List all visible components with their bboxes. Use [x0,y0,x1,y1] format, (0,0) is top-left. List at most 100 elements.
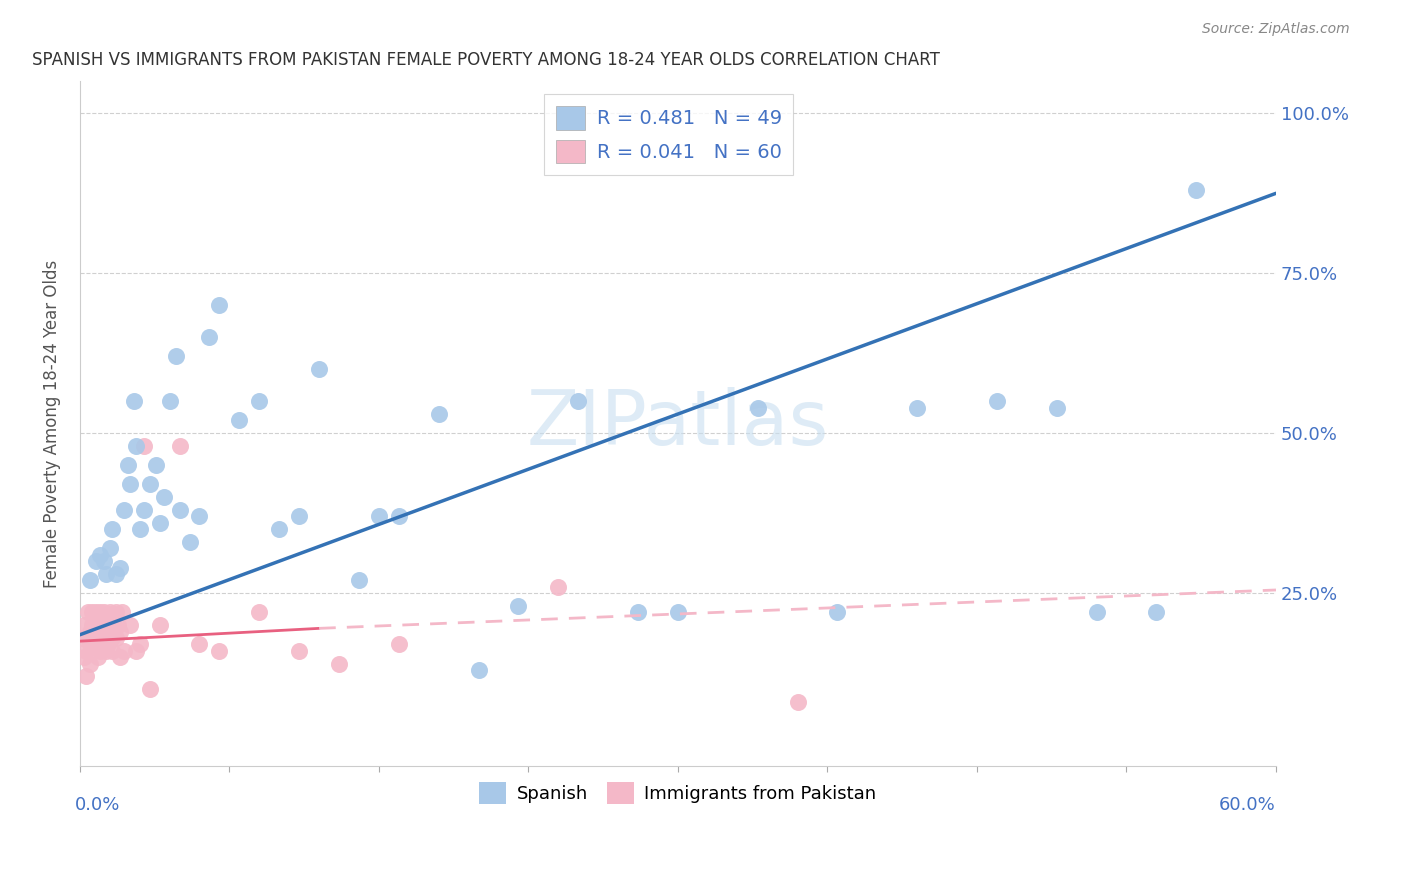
Point [132,439,155,453]
Point [125,644,148,658]
Point [179,535,201,549]
Point [90,618,112,632]
Point [112,644,135,658]
Point [666,606,689,620]
Point [100,644,122,658]
Point [79,637,101,651]
Point [427,407,450,421]
Point [269,522,291,536]
Point [84,554,107,568]
Point [112,503,135,517]
Point [93,554,115,568]
Point [1144,606,1167,620]
Point [169,439,191,453]
Point [97,618,120,632]
Text: 60.0%: 60.0% [1219,797,1277,814]
Point [94,566,117,581]
Point [104,566,127,581]
Point [627,606,650,620]
Point [467,663,489,677]
Point [367,509,389,524]
Point [208,298,231,312]
Point [79,574,101,588]
Point [986,394,1008,409]
Point [84,624,107,639]
Point [98,541,121,556]
Point [103,618,125,632]
Point [98,624,121,639]
Point [145,458,167,473]
Point [93,631,115,645]
Point [79,657,101,671]
Point [73,618,96,632]
Point [89,548,111,562]
Point [149,516,172,530]
Text: 0.0%: 0.0% [75,797,121,814]
Text: Source: ZipAtlas.com: Source: ZipAtlas.com [1202,22,1350,37]
Point [100,631,122,645]
Point [83,637,105,651]
Point [87,631,110,645]
Point [228,413,250,427]
Text: ZIPatlas: ZIPatlas [527,386,830,460]
Point [75,669,97,683]
Point [152,490,174,504]
Point [117,458,139,473]
Point [132,503,155,517]
Point [108,560,131,574]
Point [87,650,110,665]
Point [128,637,150,651]
Point [76,631,98,645]
Point [87,618,110,632]
Point [1046,401,1069,415]
Point [94,644,117,658]
Point [70,631,93,645]
Point [89,644,111,658]
Point [159,394,181,409]
Point [104,606,127,620]
Y-axis label: Female Poverty Among 18-24 Year Olds: Female Poverty Among 18-24 Year Olds [44,260,60,588]
Point [111,606,134,620]
Legend: R = 0.481   N = 49, R = 0.041   N = 60: R = 0.481 N = 49, R = 0.041 N = 60 [544,95,793,175]
Text: SPANISH VS IMMIGRANTS FROM PAKISTAN FEMALE POVERTY AMONG 18-24 YEAR OLDS CORRELA: SPANISH VS IMMIGRANTS FROM PAKISTAN FEMA… [32,51,939,69]
Point [547,580,569,594]
Point [1085,606,1108,620]
Point [508,599,530,613]
Point [90,637,112,651]
Point [188,509,211,524]
Point [80,631,103,645]
Point [83,612,105,626]
Point [288,644,311,658]
Point [786,695,808,709]
Point [80,618,103,632]
Point [108,624,131,639]
Point [98,606,121,620]
Point [125,439,148,453]
Point [79,624,101,639]
Point [104,631,127,645]
Point [905,401,928,415]
Point [108,650,131,665]
Point [188,637,211,651]
Point [84,637,107,651]
Point [89,606,111,620]
Point [347,574,370,588]
Point [75,644,97,658]
Point [84,606,107,620]
Point [128,522,150,536]
Point [122,394,145,409]
Point [118,618,141,632]
Point [247,394,270,409]
Point [567,394,589,409]
Point [138,477,160,491]
Point [97,637,120,651]
Point [118,477,141,491]
Point [100,522,122,536]
Point [388,509,411,524]
Point [89,624,111,639]
Point [76,606,98,620]
Point [308,362,330,376]
Point [208,644,231,658]
Point [747,401,769,415]
Point [198,330,221,344]
